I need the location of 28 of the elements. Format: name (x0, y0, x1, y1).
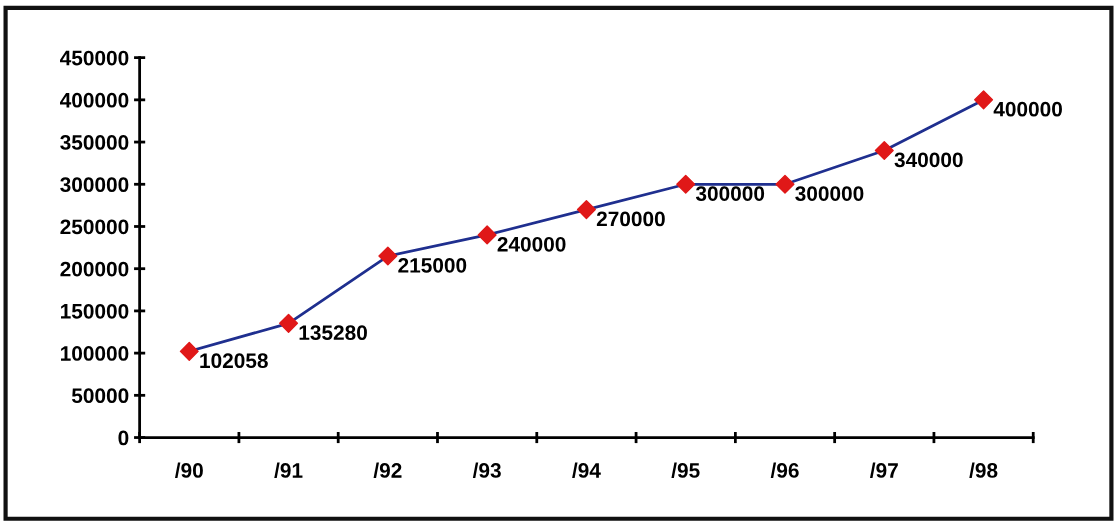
x-tick-label: /96 (770, 462, 799, 479)
y-tick-label: 400000 (60, 92, 129, 108)
data-label: 400000 (993, 101, 1062, 117)
x-tick-label: /92 (373, 462, 402, 479)
y-tick-label: 350000 (60, 135, 129, 150)
x-tick-label: /90 (175, 462, 203, 479)
data-label: 215000 (398, 257, 467, 273)
y-tick-label: 150000 (61, 303, 129, 319)
data-label: 300000 (795, 186, 864, 202)
x-tick-label: /98 (969, 462, 998, 479)
y-tick-label: 300000 (60, 177, 129, 193)
data-label: 240000 (497, 236, 566, 252)
x-tick-label: /91 (274, 462, 303, 479)
y-tick-label: 50000 (71, 388, 129, 404)
x-tick-label: /95 (671, 462, 700, 479)
data-label: 300000 (695, 186, 765, 202)
data-label: 102058 (200, 353, 268, 369)
data-label: 270000 (596, 211, 665, 227)
x-tick-label: /94 (572, 462, 601, 479)
y-tick-label: 100000 (61, 346, 129, 361)
data-label: 340000 (894, 152, 963, 168)
y-tick-label: 450000 (60, 50, 129, 66)
y-tick-label: 250000 (60, 219, 129, 235)
y-tick-label: 200000 (60, 261, 129, 277)
data-label: 135280 (299, 325, 367, 341)
x-tick-label: /93 (472, 462, 501, 479)
x-tick-label: /97 (870, 462, 898, 479)
y-tick-label: 0 (118, 430, 129, 446)
